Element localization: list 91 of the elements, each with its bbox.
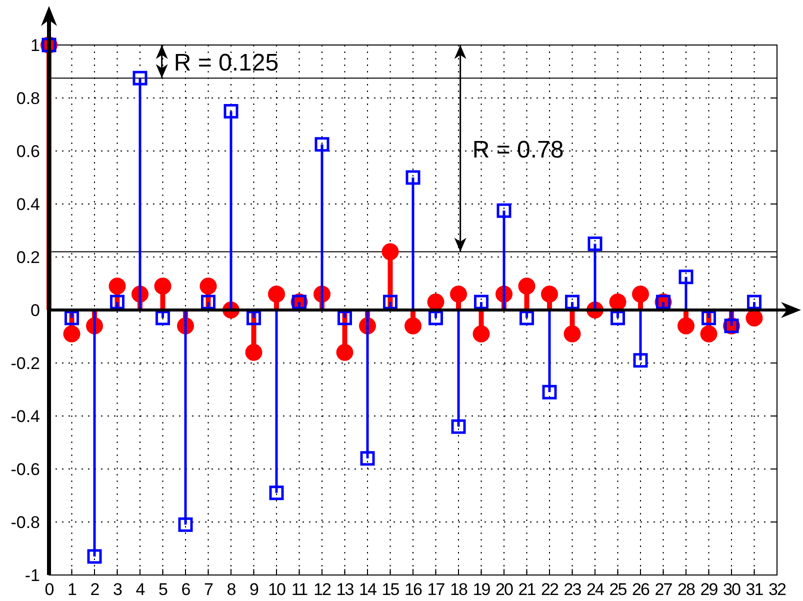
point: [336, 344, 354, 361]
y-tick-label: 0.8: [16, 89, 40, 108]
point: [542, 384, 557, 400]
point: [520, 310, 534, 326]
point: [472, 325, 490, 342]
point: [518, 278, 536, 295]
y-tick-label: -0.8: [10, 513, 40, 532]
x-tick-label: 32: [768, 580, 786, 599]
y-tick-label: 0.6: [16, 142, 40, 161]
point: [246, 310, 261, 326]
x-tick-label: 14: [359, 580, 376, 599]
x-tick-label: 24: [586, 580, 604, 599]
annotation: R = 0.78: [472, 136, 564, 164]
x-tick-label: 10: [268, 580, 286, 599]
point: [451, 419, 466, 434]
point: [201, 294, 216, 310]
annotation: R = 0.125: [174, 50, 279, 77]
y-tick-label: -0.6: [10, 460, 40, 479]
x-tick-label: 2: [90, 580, 100, 599]
point: [406, 170, 420, 185]
x-tick-label: 25: [609, 580, 627, 599]
x-tick-label: 31: [746, 580, 764, 599]
point: [496, 203, 512, 218]
point: [314, 137, 330, 152]
point: [633, 353, 648, 368]
x-tick-label: 18: [450, 580, 468, 599]
x-tick-label: 3: [113, 580, 122, 599]
point: [678, 317, 694, 334]
y-tick-label: 0.4: [16, 195, 40, 214]
x-tick-label: 22: [541, 580, 558, 599]
x-tick-label: 16: [404, 580, 422, 599]
y-tick-label: -0.4: [10, 407, 40, 426]
x-tick-label: 30: [723, 580, 740, 599]
point: [678, 270, 694, 284]
point: [588, 236, 602, 251]
x-tick-label: 7: [204, 580, 214, 599]
x-tick-label: 5: [158, 580, 168, 599]
point: [268, 286, 285, 303]
x-tick-label: 13: [336, 580, 354, 599]
x-tick-label: 12: [314, 580, 331, 599]
point: [428, 310, 443, 326]
x-tick-label: 4: [136, 580, 145, 599]
point: [87, 549, 102, 564]
point: [108, 278, 126, 295]
y-tick-label: 1: [30, 36, 40, 55]
point: [565, 294, 580, 310]
point: [110, 294, 124, 310]
point: [132, 70, 148, 86]
point: [154, 278, 172, 295]
point: [632, 286, 649, 303]
point: [382, 243, 399, 260]
point: [702, 310, 716, 326]
point: [64, 310, 79, 326]
point: [178, 517, 193, 532]
x-tick-label: 15: [382, 580, 400, 599]
x-tick-label: 21: [518, 580, 536, 599]
point: [610, 310, 625, 326]
x-tick-label: 11: [291, 580, 308, 599]
x-tick-label: 23: [564, 580, 582, 599]
point: [156, 310, 170, 326]
point: [700, 325, 718, 342]
y-tick-label: -0.2: [10, 354, 40, 373]
point: [404, 317, 422, 334]
point: [541, 286, 558, 303]
point: [564, 325, 581, 342]
point: [245, 344, 262, 361]
x-tick-label: 8: [226, 580, 236, 599]
y-tick-label: -1: [24, 566, 40, 585]
x-tick-label: 29: [700, 580, 718, 599]
point: [383, 294, 398, 310]
x-tick-label: 9: [250, 580, 259, 599]
y-tick-label: 0.2: [16, 248, 40, 267]
x-tick-label: 28: [678, 580, 695, 599]
point: [360, 451, 375, 466]
x-tick-label: 6: [181, 580, 190, 599]
x-tick-label: 17: [427, 580, 445, 599]
point: [63, 325, 80, 342]
point: [338, 310, 352, 326]
point: [450, 286, 467, 303]
point: [200, 278, 217, 295]
point: [224, 104, 238, 118]
point: [269, 486, 284, 500]
x-tick-label: 0: [44, 580, 54, 599]
x-tick-label: 20: [496, 580, 513, 599]
point: [474, 294, 488, 310]
x-tick-label: 27: [654, 580, 672, 599]
y-tick-label: 0: [30, 301, 40, 320]
x-tick-label: 26: [632, 580, 650, 599]
point: [747, 294, 762, 310]
x-tick-label: 19: [472, 580, 490, 599]
x-tick-label: 1: [68, 580, 77, 599]
